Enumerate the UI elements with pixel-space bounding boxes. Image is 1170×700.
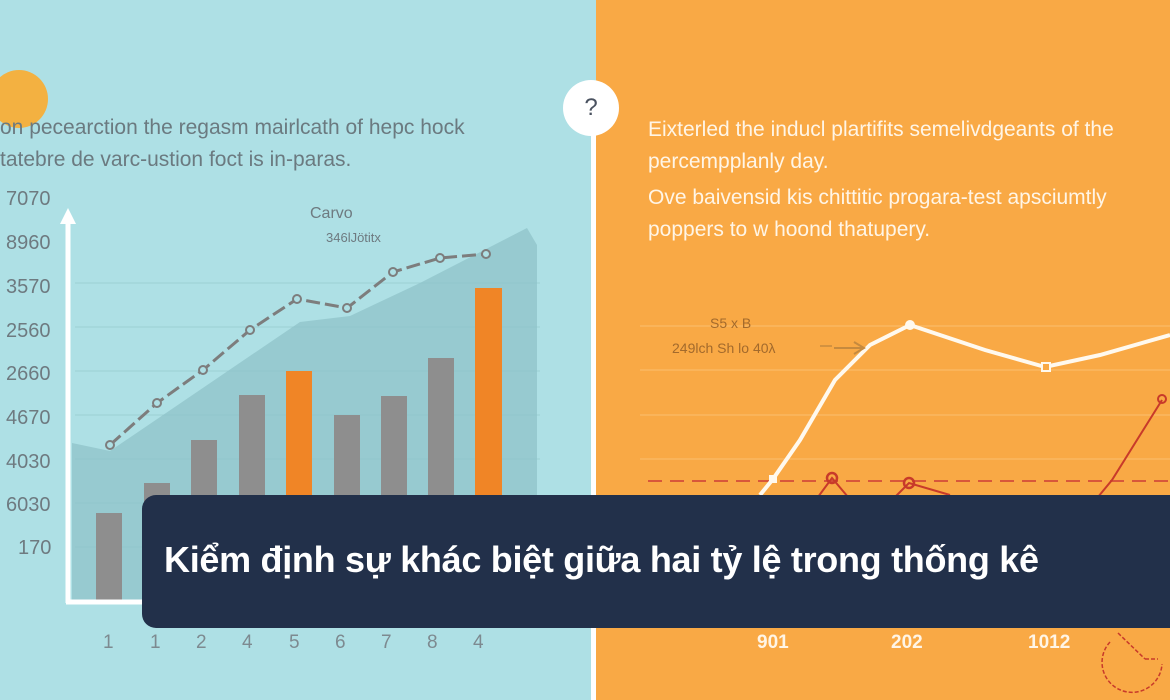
- left-text-line: tatebre de varc-ustion foct is in-paras.: [0, 148, 352, 171]
- clock-icon: [1101, 632, 1163, 694]
- trend-markers: [105, 249, 491, 450]
- y-tick-label: 3570: [6, 276, 51, 298]
- right-text-line: percempplanly day.: [648, 150, 829, 173]
- right-description: Eixterled the inducl plartifits semelivd…: [648, 114, 1114, 178]
- y-tick-label: 2560: [6, 320, 51, 342]
- chart-annotation-sub: 346lJötitx: [326, 230, 381, 245]
- red-series-line: [817, 476, 849, 498]
- question-mark-icon: ?: [563, 80, 619, 136]
- title-banner: Kiểm định sự khác biệt giữa hai tỷ lệ tr…: [142, 495, 1170, 628]
- left-text-line: on pecearction the regasm mairlcath of h…: [0, 116, 465, 139]
- x-tick-label: 2: [196, 632, 207, 653]
- panel-divider: [591, 120, 596, 700]
- y-tick-label: 7070: [6, 188, 51, 210]
- right-x-tick-label: 202: [891, 632, 923, 653]
- right-annotation-sub: 249lch Sh lo 40λ: [672, 340, 776, 356]
- y-tick-label: 4030: [6, 451, 51, 473]
- x-tick-label: 1: [150, 632, 161, 653]
- right-x-tick-label: 901: [757, 632, 789, 653]
- x-tick-label: 6: [335, 632, 346, 653]
- x-tick-label: 4: [473, 632, 484, 653]
- y-tick-label: 6030: [6, 494, 51, 516]
- x-tick-label: 5: [289, 632, 300, 653]
- y-tick-label: 2660: [6, 363, 51, 385]
- left-description: on pecearction the regasm mairlcath of h…: [0, 112, 465, 176]
- right-annotation-title: S5 x B: [710, 315, 752, 331]
- chart-badge-icon: [0, 70, 48, 128]
- right-x-tick-label: 1012: [1028, 632, 1071, 653]
- y-tick-label: 170: [18, 537, 52, 559]
- red-series-line-2: [894, 481, 951, 498]
- y-tick-label: 8960: [6, 232, 51, 254]
- x-tick-label: 8: [427, 632, 438, 653]
- y-tick-label: 4670: [6, 407, 51, 429]
- x-tick-label: 1: [103, 632, 114, 653]
- white-series-line: [758, 322, 1170, 497]
- right-text-line: Ove baivensid kis chittitic progara-test…: [648, 186, 1107, 209]
- right-description-2: Ove baivensid kis chittitic progara-test…: [648, 182, 1107, 246]
- x-tick-label: 7: [381, 632, 392, 653]
- red-series-line-3: [1097, 399, 1163, 498]
- right-text-line: poppers to w hoond thatupery.: [648, 218, 931, 241]
- right-text-line: Eixterled the inducl plartifits semelivd…: [648, 118, 1114, 141]
- chart-annotation-title: Carvo: [310, 205, 353, 222]
- page-title: Kiểm định sự khác biệt giữa hai tỷ lệ tr…: [164, 539, 1039, 580]
- x-tick-label: 4: [242, 632, 253, 653]
